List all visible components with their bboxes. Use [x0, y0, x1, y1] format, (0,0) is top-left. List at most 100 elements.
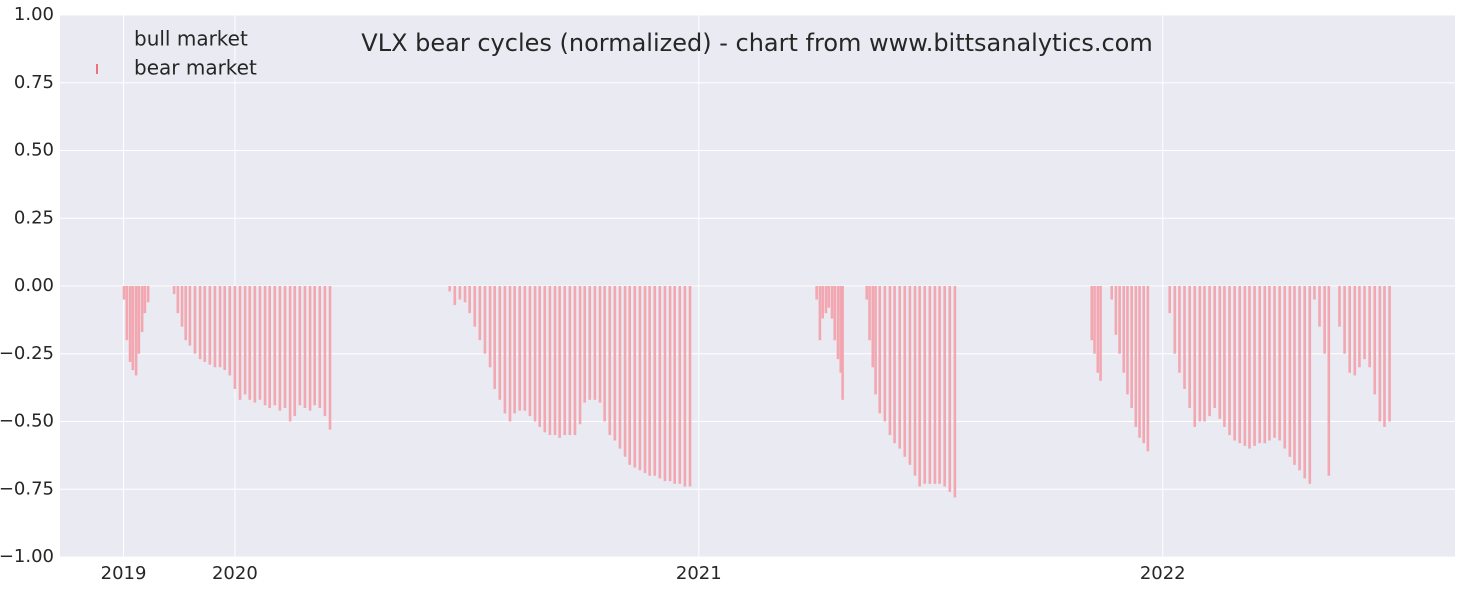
bar — [1118, 286, 1121, 354]
bar — [568, 286, 572, 436]
bar — [308, 286, 312, 411]
bar — [1218, 286, 1222, 419]
bar — [1288, 286, 1292, 457]
bar — [538, 286, 541, 427]
bar — [913, 286, 917, 476]
bar — [1308, 286, 1312, 484]
bar — [483, 286, 487, 354]
bar — [180, 286, 184, 327]
bar — [1122, 286, 1126, 373]
bar — [1388, 286, 1391, 422]
bar — [1383, 286, 1386, 427]
bar — [1283, 286, 1287, 449]
bar — [673, 286, 676, 484]
bar — [824, 286, 828, 314]
bar — [1178, 286, 1181, 373]
bar — [1146, 286, 1150, 452]
bar — [218, 286, 222, 368]
bar — [1142, 286, 1146, 444]
bar — [1126, 286, 1129, 395]
bar — [1278, 286, 1281, 441]
bar — [923, 286, 927, 484]
bar — [643, 286, 647, 473]
bar — [1173, 286, 1177, 354]
bar — [458, 286, 462, 300]
bars — [122, 286, 1391, 498]
bar — [146, 286, 150, 303]
bar — [1233, 286, 1236, 441]
bar — [1090, 286, 1094, 341]
bar — [1348, 286, 1351, 373]
bar — [839, 286, 843, 373]
bar — [598, 286, 602, 403]
bar — [1323, 286, 1326, 354]
bar — [1168, 286, 1171, 314]
bar — [608, 286, 612, 436]
legend-label: bear market — [134, 56, 257, 80]
y-tick-label: 0.00 — [14, 275, 54, 296]
bar — [1193, 286, 1197, 427]
bar — [1228, 286, 1231, 436]
bar — [1093, 286, 1096, 354]
bar — [498, 286, 502, 400]
bar — [493, 286, 496, 389]
bar — [523, 286, 527, 411]
bar — [1213, 286, 1216, 408]
bar — [668, 286, 672, 482]
bar — [883, 286, 887, 422]
bar — [1198, 286, 1202, 422]
bar — [122, 286, 126, 300]
bar — [841, 286, 844, 400]
bar — [578, 286, 582, 425]
bar — [874, 286, 877, 395]
bar — [137, 286, 141, 354]
bar — [1273, 286, 1276, 438]
y-tick-label: −1.00 — [0, 546, 54, 567]
bar — [827, 286, 831, 308]
y-tick-label: 0.75 — [14, 72, 54, 93]
bar — [188, 286, 192, 346]
bar — [503, 286, 507, 414]
bar — [1099, 286, 1102, 381]
y-tick-label: 0.50 — [14, 140, 54, 161]
x-tick-label: 2022 — [1140, 563, 1186, 584]
bar — [1203, 286, 1206, 422]
bar — [283, 286, 287, 408]
bar — [233, 286, 237, 389]
bar — [628, 286, 631, 465]
bar — [1318, 286, 1321, 327]
bar — [288, 286, 292, 422]
bar — [328, 286, 332, 430]
x-tick-label: 2020 — [212, 563, 258, 584]
bar — [1353, 286, 1357, 376]
bar — [313, 286, 316, 406]
bar — [208, 286, 212, 365]
bar — [1253, 286, 1256, 446]
bar — [868, 286, 871, 341]
bar — [618, 286, 622, 449]
bar — [1378, 286, 1382, 422]
bar — [318, 286, 322, 408]
bar — [193, 286, 197, 354]
bar — [893, 286, 896, 444]
bar — [1188, 286, 1191, 408]
bar — [298, 286, 302, 406]
bar — [648, 286, 651, 476]
bar — [898, 286, 901, 449]
y-tick-label: 0.25 — [14, 207, 54, 228]
bar — [1114, 286, 1118, 335]
bar — [865, 286, 869, 300]
bar — [258, 286, 262, 400]
bar — [1313, 286, 1316, 300]
bar — [184, 286, 188, 341]
bar — [663, 286, 667, 482]
bar — [468, 286, 471, 314]
bar — [948, 286, 952, 492]
bar — [293, 286, 297, 417]
bar — [518, 286, 522, 411]
bar — [453, 286, 457, 305]
bar — [1358, 286, 1361, 368]
bar — [943, 286, 946, 487]
bar — [478, 286, 482, 341]
legend-marker — [96, 35, 98, 45]
